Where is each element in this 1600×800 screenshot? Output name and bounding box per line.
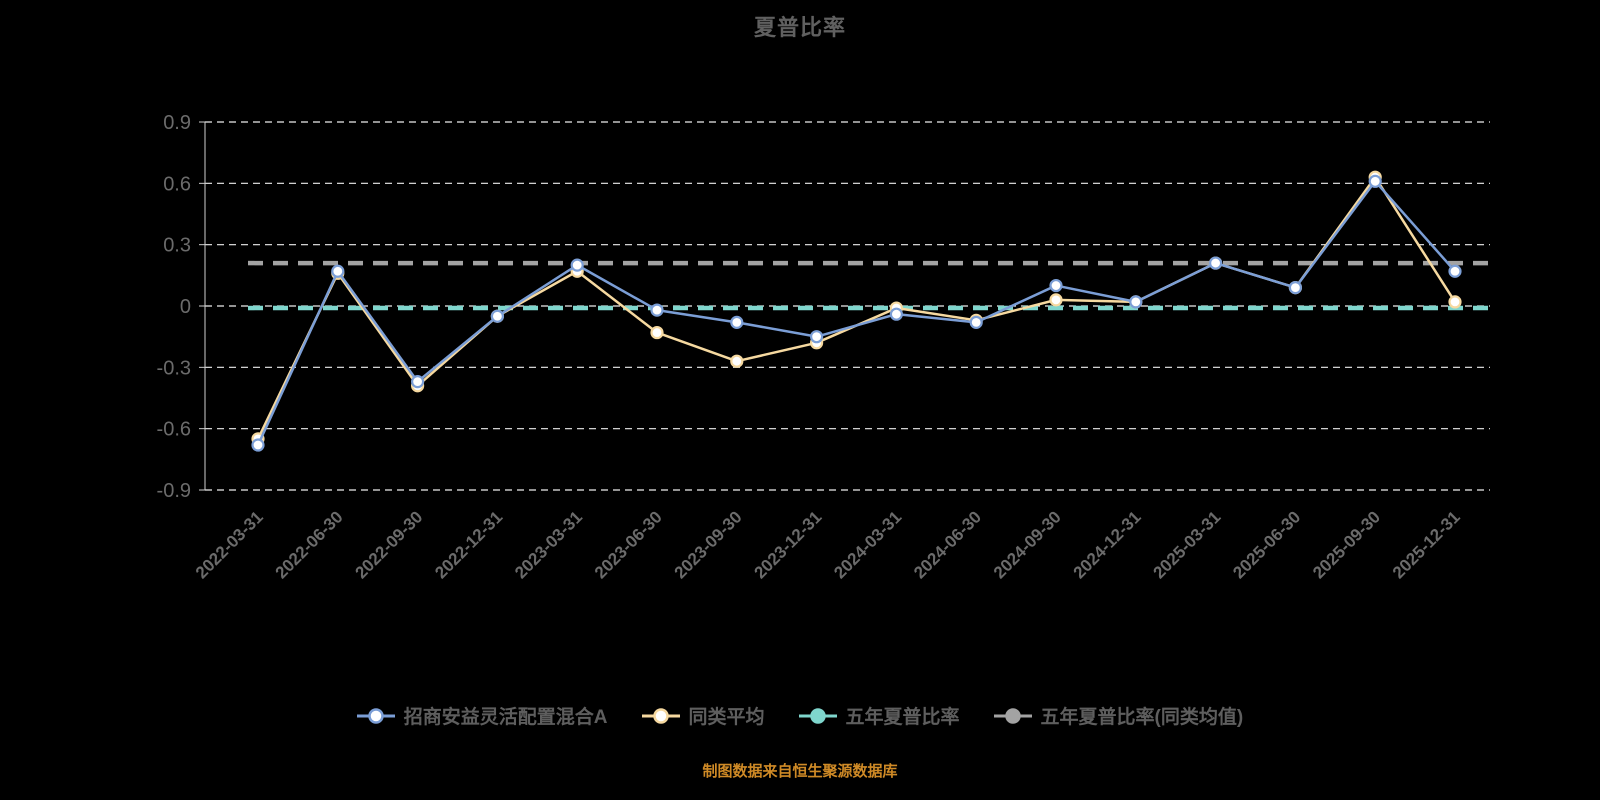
data-point[interactable] xyxy=(1368,174,1382,188)
data-point[interactable] xyxy=(1049,278,1063,293)
y-axis-label: 0.9 xyxy=(163,112,191,134)
legend-marker-icon xyxy=(993,707,1032,724)
x-axis-label: 2022-03-31 xyxy=(192,507,267,582)
data-point[interactable] xyxy=(331,264,345,278)
data-point[interactable] xyxy=(251,438,265,452)
legend-label: 同类平均 xyxy=(688,707,765,728)
legend-marker-icon xyxy=(798,707,837,724)
data-point[interactable] xyxy=(1129,295,1143,309)
x-axis-label: 2023-06-30 xyxy=(591,507,666,582)
x-axis-label: 2023-09-30 xyxy=(671,507,746,582)
data-point[interactable] xyxy=(650,303,664,317)
source-note: 制图数据来自恒生聚源数据库 xyxy=(702,763,898,780)
legend-item-1[interactable]: 同类平均 xyxy=(641,702,765,729)
x-axis-label: 2024-03-31 xyxy=(830,507,905,582)
data-point[interactable] xyxy=(809,330,824,344)
chart-title: 夏普比率 xyxy=(753,15,846,40)
x-axis-label: 2022-09-30 xyxy=(351,507,426,582)
data-point[interactable] xyxy=(1288,281,1303,295)
legend-label: 五年夏普比率 xyxy=(845,707,960,728)
x-axis-label: 2025-12-31 xyxy=(1389,507,1464,582)
data-point[interactable] xyxy=(1448,264,1462,278)
legend-item-0[interactable]: 招商安益灵活配置混合A xyxy=(356,702,608,729)
y-axis-label: -0.9 xyxy=(157,480,191,502)
x-axis-label: 2024-12-31 xyxy=(1070,507,1145,582)
x-axis-label: 2025-06-30 xyxy=(1229,507,1304,582)
data-point[interactable] xyxy=(889,307,904,321)
data-point[interactable] xyxy=(730,315,744,329)
data-point[interactable] xyxy=(730,354,744,368)
x-axis-label: 2022-06-30 xyxy=(272,507,347,582)
x-axis-label: 2024-06-30 xyxy=(910,507,985,582)
y-axis-label: 0 xyxy=(180,296,191,318)
legend-item-2[interactable]: 五年夏普比率 xyxy=(798,702,960,729)
x-axis-label: 2025-03-31 xyxy=(1149,507,1224,582)
x-axis-label: 2023-12-31 xyxy=(750,507,825,582)
x-axis-label: 2024-09-30 xyxy=(990,507,1065,582)
data-point[interactable] xyxy=(969,315,983,329)
legend-label: 招商安益灵活配置混合A xyxy=(403,707,608,728)
data-point[interactable] xyxy=(1049,293,1063,307)
data-point[interactable] xyxy=(650,325,664,340)
data-point[interactable] xyxy=(490,309,504,323)
x-axis-label: 2022-12-31 xyxy=(431,507,506,582)
legend-item-3[interactable]: 五年夏普比率(同类均值) xyxy=(993,702,1244,729)
y-axis-label: 0.3 xyxy=(163,235,191,257)
data-point[interactable] xyxy=(1208,256,1223,270)
x-axis-label: 2023-03-31 xyxy=(511,507,586,582)
data-point[interactable] xyxy=(570,258,584,272)
legend: 招商安益灵活配置混合A 同类平均 五年夏普比率 五年夏普比率(同类均值) xyxy=(0,702,1600,729)
y-axis-label: -0.3 xyxy=(157,357,191,379)
legend-marker-icon xyxy=(356,707,395,724)
x-axis-label: 2025-09-30 xyxy=(1309,507,1384,582)
legend-marker-icon xyxy=(641,707,680,724)
series-line-0 xyxy=(256,180,1457,447)
data-point[interactable] xyxy=(1448,295,1462,309)
y-axis-label: 0.6 xyxy=(163,173,191,195)
legend-label: 五年夏普比率(同类均值) xyxy=(1040,707,1244,728)
y-axis-label: -0.6 xyxy=(157,419,191,441)
data-point[interactable] xyxy=(411,375,425,389)
